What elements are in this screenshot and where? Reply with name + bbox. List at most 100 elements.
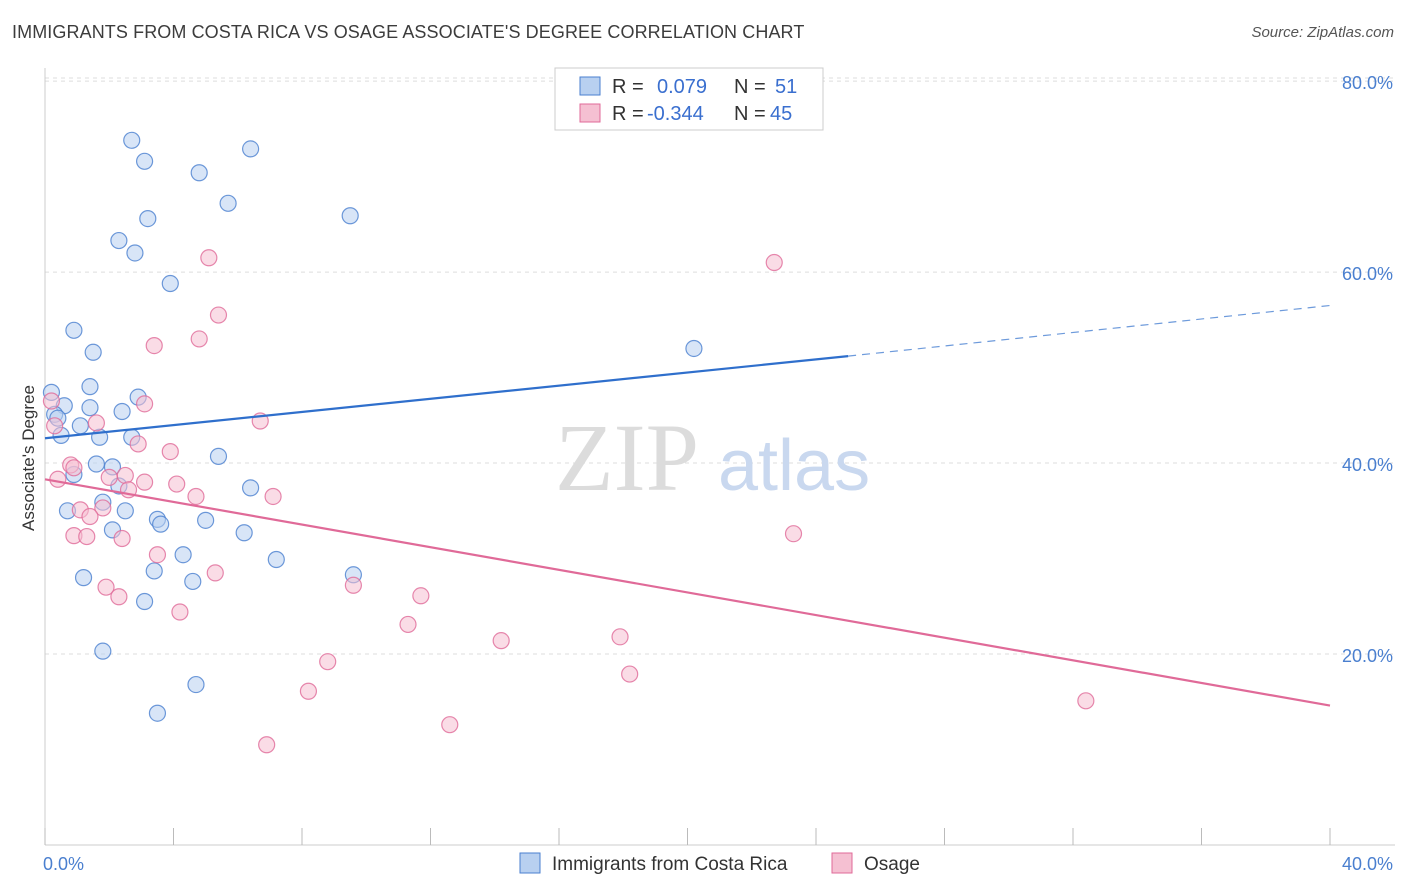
x-tick-label-0: 0.0% — [43, 854, 84, 874]
point-blue-1 — [135, 152, 154, 170]
point-blue-40 — [267, 550, 285, 569]
point-pink-13 — [65, 459, 83, 477]
series-swatch-costa-rica — [519, 852, 541, 874]
point-pink-1 — [765, 253, 783, 272]
y-tick-label-60: 60.0% — [1342, 264, 1393, 284]
legend-r-label-2: R = — [612, 103, 644, 125]
legend-n-label-1: N = — [734, 76, 766, 98]
point-pink-30 — [206, 564, 224, 582]
axes — [44, 68, 1395, 846]
legend-r-value-2: -0.344 — [647, 103, 704, 125]
point-blue-43 — [74, 569, 93, 587]
point-pink-14 — [116, 466, 134, 485]
point-pink-3 — [145, 336, 163, 355]
point-blue-2 — [190, 164, 208, 182]
data-points — [42, 131, 1095, 754]
watermark: ZIP atlas — [555, 404, 870, 511]
point-pink-16 — [100, 468, 118, 486]
point-blue-39 — [174, 546, 192, 564]
point-pink-29 — [148, 546, 167, 564]
point-pink-39 — [319, 653, 337, 671]
source-label: Source: ZipAtlas.com — [1251, 24, 1394, 41]
legend-swatch-blue — [579, 76, 601, 96]
x-tick-label-40: 40.0% — [1342, 854, 1393, 874]
point-pink-21 — [264, 487, 282, 506]
trend-line-costa-rica — [44, 355, 849, 440]
series-swatch-osage — [831, 852, 853, 874]
point-pink-43 — [258, 736, 276, 754]
point-pink-5 — [135, 395, 154, 413]
trend-lines — [44, 304, 1331, 707]
trend-line-osage — [44, 478, 1331, 707]
point-blue-30 — [242, 479, 260, 497]
point-pink-28 — [784, 525, 803, 543]
point-blue-45 — [135, 592, 154, 611]
point-blue-10 — [65, 321, 83, 339]
point-pink-35 — [171, 603, 189, 621]
point-pink-10 — [129, 435, 147, 453]
point-pink-2 — [209, 306, 228, 324]
y-tick-label-40: 40.0% — [1342, 455, 1393, 475]
point-blue-13 — [81, 378, 99, 396]
y-tick-label-20: 20.0% — [1342, 646, 1393, 666]
legend-n-value-2: 45 — [770, 103, 792, 125]
point-pink-44 — [1077, 692, 1095, 710]
point-blue-38 — [235, 524, 253, 542]
point-blue-9 — [161, 274, 179, 293]
tick-labels: 20.0% 40.0% 60.0% 80.0% 0.0% 40.0% — [43, 73, 1393, 874]
point-blue-8 — [126, 244, 144, 262]
point-blue-44 — [184, 572, 202, 591]
point-pink-32 — [110, 588, 128, 606]
legend-n-label-2: N = — [734, 103, 766, 125]
watermark-atlas: atlas — [718, 426, 870, 506]
point-pink-8 — [46, 417, 64, 435]
y-tick-label-80: 80.0% — [1342, 73, 1393, 93]
point-pink-0 — [200, 249, 218, 267]
y-axis-label: Associate's Degree — [19, 385, 38, 531]
point-blue-11 — [84, 343, 102, 361]
chart-title: IMMIGRANTS FROM COSTA RICA VS OSAGE ASSO… — [12, 22, 805, 42]
point-pink-15 — [49, 470, 67, 488]
point-pink-18 — [168, 475, 186, 493]
point-pink-9 — [87, 414, 106, 432]
point-pink-26 — [78, 527, 96, 546]
grid-lines — [45, 77, 1395, 655]
point-blue-0 — [123, 131, 141, 149]
point-pink-36 — [399, 615, 417, 634]
point-pink-40 — [299, 682, 318, 700]
legend-r-label-1: R = — [612, 76, 644, 98]
point-pink-41 — [621, 665, 639, 683]
point-blue-48 — [148, 704, 167, 722]
point-blue-6 — [341, 207, 359, 225]
point-pink-4 — [190, 330, 208, 348]
legend-swatch-pink — [579, 103, 601, 123]
point-blue-7 — [110, 231, 128, 250]
point-pink-23 — [94, 499, 112, 517]
point-pink-17 — [135, 473, 154, 491]
trend-line-costa-rica-extension — [848, 304, 1331, 357]
point-blue-16 — [81, 399, 99, 417]
point-pink-20 — [187, 487, 205, 506]
series-legend: Immigrants from Costa Rica Osage — [519, 852, 920, 875]
point-pink-6 — [42, 392, 61, 410]
point-pink-24 — [81, 507, 99, 526]
point-blue-46 — [94, 642, 112, 660]
point-blue-26 — [87, 455, 106, 473]
point-blue-21 — [71, 417, 89, 435]
point-pink-31 — [97, 578, 115, 596]
series-label-costa-rica: Immigrants from Costa Rica — [552, 854, 788, 875]
point-blue-35 — [197, 511, 215, 529]
point-pink-33 — [412, 587, 430, 605]
legend-n-value-1: 51 — [775, 76, 797, 98]
point-pink-34 — [344, 576, 362, 594]
point-pink-37 — [492, 632, 510, 650]
legend-r-value-1: 0.079 — [657, 76, 707, 98]
point-pink-42 — [441, 716, 459, 734]
point-pink-11 — [161, 442, 179, 461]
point-blue-41 — [145, 562, 163, 580]
point-blue-36 — [152, 515, 170, 533]
point-blue-17 — [113, 402, 131, 421]
legend-box: R = 0.079 N = 51 R = -0.344 N = 45 — [554, 67, 824, 131]
point-pink-27 — [113, 529, 131, 548]
